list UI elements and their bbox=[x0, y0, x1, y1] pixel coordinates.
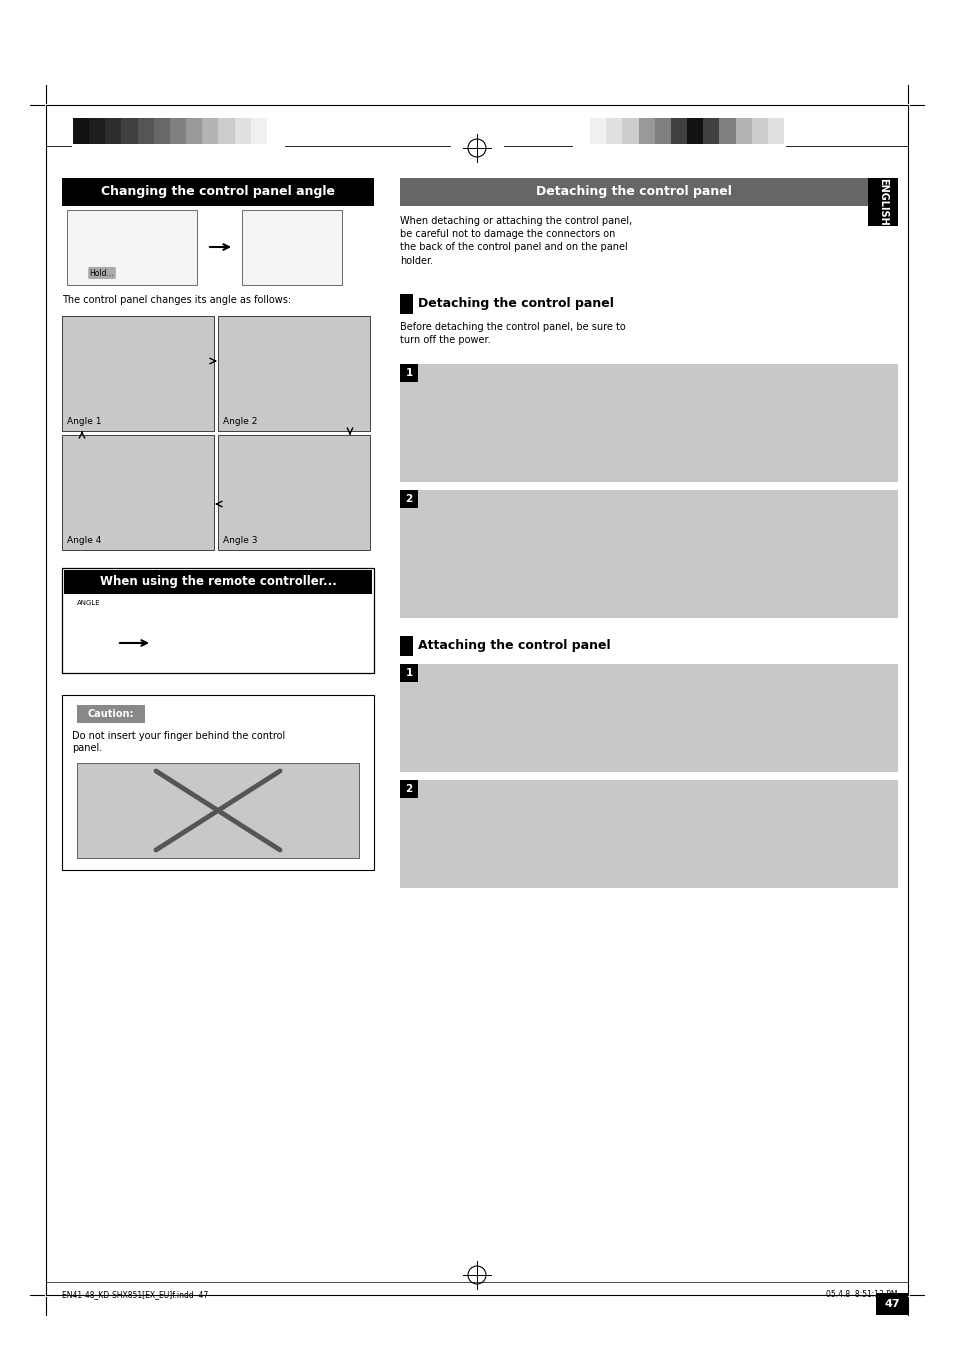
Bar bbox=[251, 118, 267, 145]
Text: 47: 47 bbox=[883, 1300, 899, 1309]
Text: 05.4.8  8:51:13 PM: 05.4.8 8:51:13 PM bbox=[825, 1290, 897, 1300]
Bar bbox=[202, 118, 218, 145]
Bar bbox=[638, 118, 655, 145]
Text: 2: 2 bbox=[405, 784, 413, 794]
Text: Attaching the control panel: Attaching the control panel bbox=[417, 639, 610, 653]
Text: Angle 3: Angle 3 bbox=[223, 536, 257, 544]
Bar bbox=[77, 705, 145, 723]
Text: Detaching the control panel: Detaching the control panel bbox=[536, 185, 731, 199]
Bar bbox=[67, 209, 196, 285]
Bar bbox=[62, 694, 374, 870]
Bar bbox=[399, 363, 897, 482]
Bar bbox=[62, 178, 374, 205]
Bar bbox=[267, 118, 283, 145]
Bar bbox=[186, 118, 203, 145]
Bar bbox=[875, 1293, 907, 1315]
Bar bbox=[590, 118, 606, 145]
Text: 2: 2 bbox=[405, 494, 413, 504]
Bar bbox=[62, 316, 213, 431]
Text: Caution:: Caution: bbox=[88, 709, 134, 719]
Text: 1: 1 bbox=[405, 367, 413, 378]
Text: Angle 4: Angle 4 bbox=[67, 536, 101, 544]
Bar bbox=[242, 209, 341, 285]
Bar bbox=[574, 118, 590, 145]
Text: Detaching the control panel: Detaching the control panel bbox=[417, 297, 613, 311]
Text: ENGLISH: ENGLISH bbox=[877, 178, 887, 226]
Bar bbox=[399, 178, 867, 205]
Bar bbox=[89, 118, 106, 145]
Bar bbox=[121, 118, 138, 145]
Text: Angle 1: Angle 1 bbox=[67, 417, 101, 426]
Bar bbox=[73, 118, 90, 145]
Bar bbox=[621, 118, 639, 145]
Text: Changing the control panel angle: Changing the control panel angle bbox=[101, 185, 335, 199]
Text: 1: 1 bbox=[405, 667, 413, 678]
Text: Hold...: Hold... bbox=[90, 269, 114, 277]
Text: The control panel changes its angle as follows:: The control panel changes its angle as f… bbox=[62, 295, 291, 305]
Bar bbox=[218, 118, 234, 145]
Bar bbox=[399, 295, 413, 313]
Text: ANGLE: ANGLE bbox=[77, 600, 100, 607]
Bar bbox=[686, 118, 703, 145]
Bar bbox=[234, 118, 251, 145]
Bar bbox=[62, 435, 213, 550]
Bar bbox=[670, 118, 687, 145]
Text: Do not insert your finger behind the control
panel.: Do not insert your finger behind the con… bbox=[71, 731, 285, 753]
Bar bbox=[399, 780, 417, 798]
Bar bbox=[218, 435, 370, 550]
Bar bbox=[62, 567, 374, 673]
Bar bbox=[702, 118, 720, 145]
Bar bbox=[867, 178, 897, 226]
Bar bbox=[399, 490, 897, 617]
Bar bbox=[399, 663, 897, 771]
Bar bbox=[654, 118, 671, 145]
Text: When detaching or attaching the control panel,
be careful not to damage the conn: When detaching or attaching the control … bbox=[399, 216, 632, 266]
Text: When using the remote controller...: When using the remote controller... bbox=[99, 576, 336, 589]
Bar bbox=[77, 763, 358, 858]
Bar bbox=[399, 663, 417, 682]
Bar bbox=[399, 636, 413, 657]
Bar bbox=[399, 363, 417, 382]
Bar bbox=[153, 118, 171, 145]
Bar bbox=[767, 118, 783, 145]
Bar bbox=[399, 490, 417, 508]
Bar bbox=[64, 570, 372, 594]
Bar bbox=[137, 118, 154, 145]
Bar bbox=[170, 118, 187, 145]
Bar bbox=[46, 105, 907, 1296]
Text: Angle 2: Angle 2 bbox=[223, 417, 257, 426]
Bar bbox=[751, 118, 767, 145]
Bar bbox=[105, 118, 122, 145]
Bar bbox=[735, 118, 751, 145]
Bar bbox=[606, 118, 622, 145]
Bar bbox=[218, 316, 370, 431]
Bar bbox=[719, 118, 736, 145]
Text: Before detaching the control panel, be sure to
turn off the power.: Before detaching the control panel, be s… bbox=[399, 322, 625, 346]
Bar bbox=[399, 780, 897, 888]
Text: EN41-48_KD-SHX851[EX_EU]f.indd  47: EN41-48_KD-SHX851[EX_EU]f.indd 47 bbox=[62, 1290, 208, 1300]
